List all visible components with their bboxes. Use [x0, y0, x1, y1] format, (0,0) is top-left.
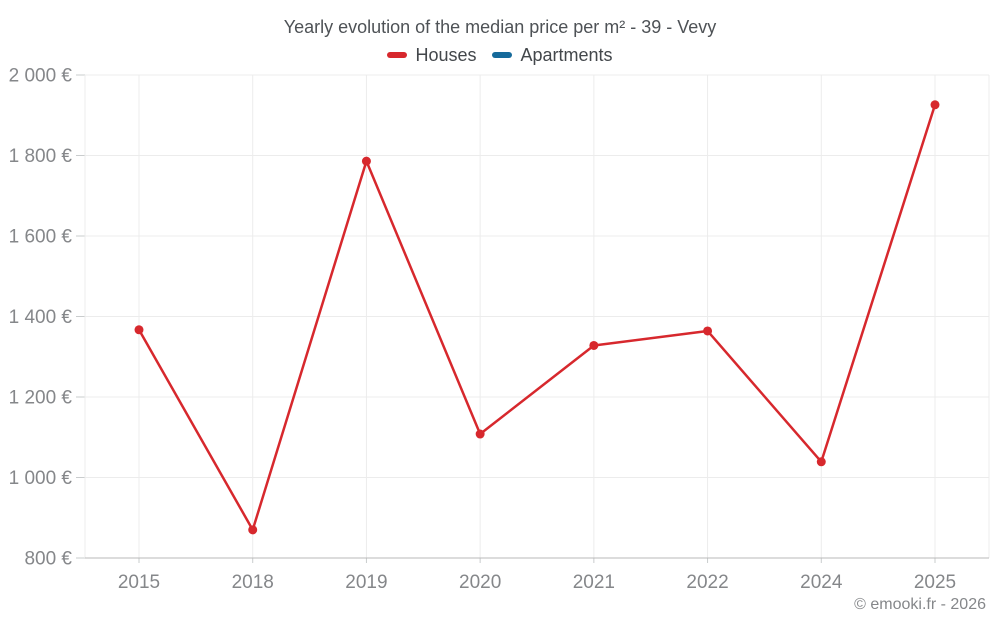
apartments-legend-swatch-icon	[492, 52, 513, 58]
y-axis-label: 2 000 €	[9, 66, 73, 87]
houses-point-2022[interactable]	[703, 326, 713, 336]
x-axis-label-2025: 2025	[914, 572, 956, 593]
x-axis-label-2020: 2020	[459, 572, 501, 593]
legend-item-apartments[interactable]: Apartments	[492, 44, 613, 66]
houses-point-2019[interactable]	[361, 156, 371, 166]
y-axis-label: 1 200 €	[9, 388, 73, 409]
houses-point-2025[interactable]	[930, 100, 940, 110]
houses-point-2018[interactable]	[248, 525, 258, 535]
houses-point-2020[interactable]	[475, 429, 485, 439]
y-axis-label: 1 400 €	[9, 307, 73, 328]
y-axis-label: 1 800 €	[9, 146, 73, 167]
houses-point-2015[interactable]	[134, 325, 144, 335]
copyright-text: © emooki.fr - 2026	[854, 596, 986, 613]
x-axis-label-2015: 2015	[118, 572, 160, 593]
x-axis-label-2022: 2022	[686, 572, 728, 593]
x-axis-label-2019: 2019	[345, 572, 387, 593]
legend-label-houses: Houses	[415, 45, 477, 65]
y-axis-label: 1 600 €	[9, 227, 73, 248]
x-axis-label-2018: 2018	[232, 572, 274, 593]
x-axis-label-2024: 2024	[800, 572, 843, 593]
y-axis-label: 1 000 €	[9, 468, 73, 489]
houses-point-2024[interactable]	[816, 457, 826, 467]
houses-point-2021[interactable]	[589, 340, 599, 350]
houses-line	[137, 103, 937, 532]
chart-legend: Houses Apartments	[0, 44, 1000, 66]
legend-item-houses[interactable]: Houses	[387, 44, 476, 66]
y-axis-label: 800 €	[24, 549, 72, 570]
houses-legend-swatch-icon	[387, 52, 408, 58]
legend-label-apartments: Apartments	[520, 45, 613, 65]
chart-title: Yearly evolution of the median price per…	[283, 17, 717, 37]
x-axis-label-2021: 2021	[573, 572, 615, 593]
